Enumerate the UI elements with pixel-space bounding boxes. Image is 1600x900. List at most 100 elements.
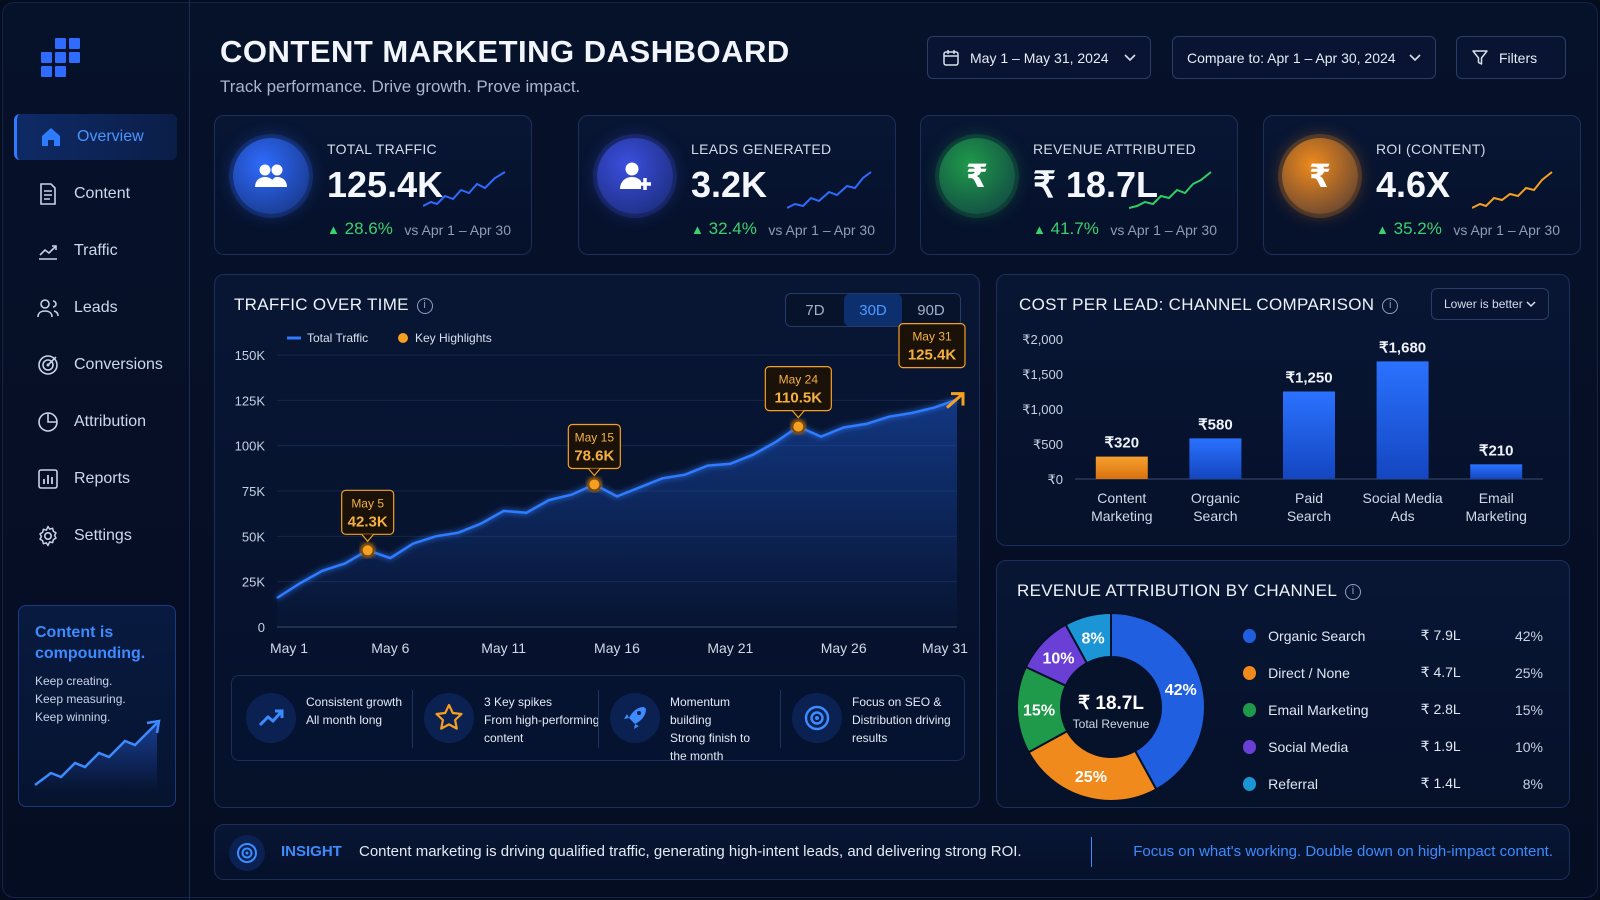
calendar-icon [943, 49, 959, 66]
bar-email-marketing[interactable] [1470, 464, 1523, 479]
bar-organic-search[interactable] [1189, 438, 1242, 479]
highlight-value: 110.5K [775, 390, 823, 407]
compare-picker[interactable]: Compare to: Apr 1 – Apr 30, 2024 [1172, 36, 1436, 79]
sidebar-item-content[interactable]: Content [14, 171, 177, 217]
bar-content-marketing[interactable] [1095, 456, 1148, 479]
channel-amount: ₹ 1.4L [1420, 775, 1461, 791]
kpi-value: 4.6X [1376, 164, 1451, 205]
slice-direct-none[interactable] [1027, 729, 1158, 802]
highlight-point[interactable] [791, 419, 806, 434]
sidebar-item-traffic[interactable]: Traffic [14, 228, 177, 274]
tab-90d[interactable]: 90D [917, 301, 945, 319]
y-tick-label: 0 [258, 620, 265, 635]
y-tick-label: ₹500 [1033, 437, 1063, 452]
kpi-label: ROI (CONTENT) [1376, 141, 1486, 157]
home-icon [39, 125, 63, 149]
sort-select[interactable]: Lower is better [1431, 288, 1549, 320]
category-label: Marketing [1091, 508, 1152, 524]
revenue-legend-row[interactable]: Direct / None ₹ 4.7L 25% [1243, 664, 1543, 681]
revenue-card: REVENUE ATTRIBUTION BY CHANNEL i 42% 25% 15… [996, 560, 1570, 808]
sparkline [423, 171, 506, 207]
total-traffic-card[interactable]: TOTAL TRAFFIC 125.4K ▲ 28.6% vs Apr 1 – Apr… [214, 115, 532, 255]
highlight-tooltip [567, 423, 621, 470]
sidebar-item-overview[interactable]: Overview [14, 114, 177, 160]
revenue-legend-row[interactable]: Social Media ₹ 1.9L 10% [1243, 738, 1543, 755]
promo-text: Keep creating. Keep measuring. Keep winn… [35, 674, 126, 724]
kpi-compare: vs Apr 1 – Apr 30 [1453, 222, 1560, 238]
x-tick-label: May 31 [922, 640, 968, 656]
bar-social-media-ads[interactable] [1376, 361, 1429, 479]
donut-hole [1062, 658, 1160, 756]
sidebar-item-reports[interactable]: Reports [14, 456, 177, 502]
x-tick-label: May 6 [371, 640, 409, 656]
sidebar-item-conversions[interactable]: Conversions [14, 342, 177, 388]
up-arrow-icon: ▲ [691, 222, 704, 237]
legend-key-highlights: Key Highlights [415, 331, 492, 345]
bar-value-label: ₹580 [1198, 416, 1233, 433]
revenue-legend-row[interactable]: Organic Search ₹ 7.9L 42% [1243, 627, 1543, 644]
sidebar-item-settings[interactable]: Settings [14, 513, 177, 559]
series-line-total-traffic [276, 398, 958, 600]
filters-label: Filters [1499, 49, 1538, 66]
category-label: Ads [1391, 508, 1415, 524]
leads-card[interactable]: LEADS GENERATED 3.2K ▲ 32.4% vs Apr 1 – Apr… [578, 115, 896, 255]
category-label: Social Media [1363, 490, 1443, 506]
bar-paid-search[interactable] [1283, 391, 1335, 480]
sparkline [1472, 171, 1553, 209]
highlight-text: From high-performing content [484, 713, 600, 745]
highlight-point[interactable] [360, 543, 375, 558]
info-icon[interactable]: i [416, 297, 433, 314]
sidebar-item-leads[interactable]: Leads [14, 285, 177, 331]
category-label: Marketing [1465, 508, 1526, 524]
kpi-label: REVENUE ATTRIBUTED [1033, 141, 1197, 157]
legend-swatch [1243, 739, 1257, 754]
sidebar-item-attribution[interactable]: Attribution [14, 399, 177, 445]
slice-organic-search[interactable] [1110, 611, 1206, 791]
channel-amount: ₹ 2.8L [1420, 701, 1461, 717]
rupee-icon: ₹ [1282, 138, 1358, 214]
star-icon [424, 693, 474, 743]
insight-cta[interactable]: Focus on what's working. Double down on … [1133, 843, 1553, 860]
y-tick-label: 25K [242, 575, 265, 590]
highlight-item: Focus on SEO & Distribution driving resul… [792, 693, 952, 747]
divider [412, 690, 413, 748]
slice-label: 25% [1075, 769, 1107, 786]
sidebar-item-label: Content [74, 185, 131, 202]
revenue-legend-row[interactable]: Email Marketing ₹ 2.8L 15% [1243, 701, 1543, 718]
highlight-day: May 5 [351, 496, 384, 510]
kpi-value: ₹ 18.7L [1033, 164, 1158, 205]
category-label: Search [1287, 508, 1331, 524]
revenue-card-kpi[interactable]: ₹ REVENUE ATTRIBUTED ₹ 18.7L ▲ 41.7% vs Apr … [920, 115, 1238, 255]
channel-percent: 25% [1514, 664, 1543, 681]
revenue-legend-row[interactable]: Referral ₹ 1.4L 8% [1243, 775, 1543, 792]
y-tick-label: 100K [235, 439, 266, 454]
legend-swatch [1243, 776, 1257, 791]
x-tick-label: May 16 [594, 640, 640, 656]
legend-swatch [1243, 702, 1257, 717]
kpi-label: LEADS GENERATED [691, 141, 832, 157]
logo[interactable] [40, 38, 82, 78]
roi-card[interactable]: ₹ ROI (CONTENT) 4.6X ▲ 35.2% vs Apr 1 – Apr … [1263, 115, 1581, 255]
info-icon[interactable]: i [1382, 297, 1399, 314]
slice-label: 10% [1042, 651, 1074, 668]
legend-swatch [1243, 665, 1257, 680]
y-tick-label: ₹1,500 [1022, 367, 1063, 382]
tab-30d[interactable]: 30D [844, 294, 902, 326]
highlight-point[interactable] [587, 477, 602, 492]
slice-referral[interactable] [1064, 611, 1112, 665]
kpi-value: 3.2K [691, 164, 768, 205]
channel-percent: 10% [1514, 738, 1543, 755]
highlight-title: Focus on SEO & [852, 695, 942, 709]
info-icon[interactable]: i [1345, 583, 1362, 600]
cpl-title-text: COST PER LEAD: CHANNEL COMPARISON [1019, 295, 1375, 314]
tab-7d[interactable]: 7D [805, 301, 825, 319]
document-icon [36, 182, 60, 206]
channel-percent: 8% [1522, 775, 1543, 792]
filters-button[interactable]: Filters [1456, 36, 1566, 79]
up-arrow-icon: ▲ [327, 222, 340, 237]
date-range-picker[interactable]: May 1 – May 31, 2024 [927, 36, 1151, 79]
rupee-icon: ₹ [939, 138, 1015, 214]
bar-value-label: ₹1,250 [1285, 370, 1332, 387]
filter-icon [1472, 49, 1488, 65]
highlight-item: Consistent growth All month long [246, 693, 406, 743]
